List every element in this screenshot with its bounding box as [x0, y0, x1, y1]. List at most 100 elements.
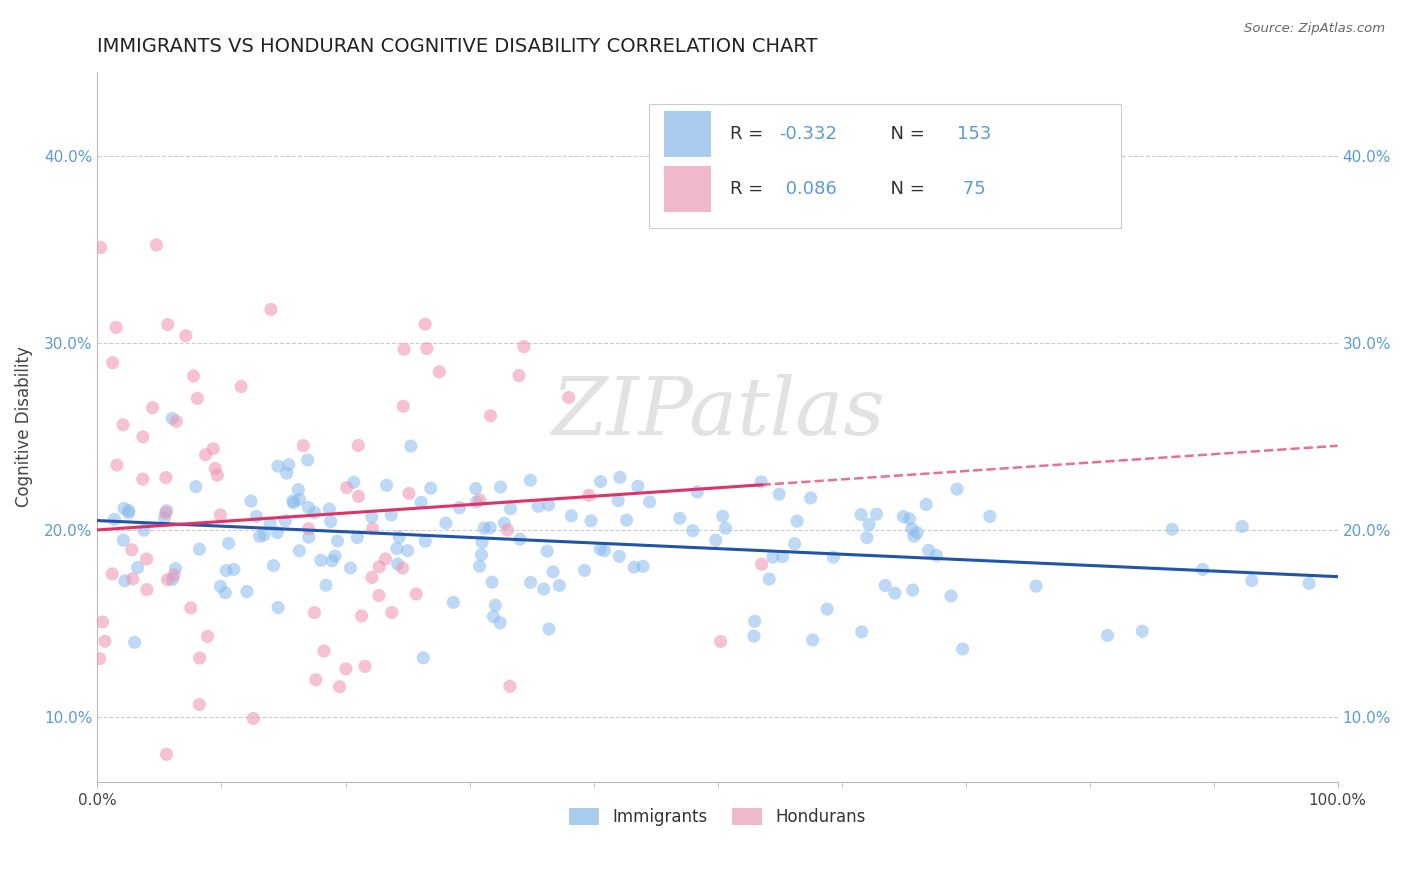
Point	[427, 365, 450, 379]
Point	[202, 442, 225, 456]
Point	[163, 568, 186, 582]
Point	[162, 573, 184, 587]
Point	[135, 582, 157, 597]
Point	[360, 510, 382, 524]
Point	[188, 542, 211, 557]
Point	[368, 589, 391, 603]
Point	[274, 514, 297, 528]
Point	[315, 578, 337, 592]
Point	[242, 711, 264, 725]
Point	[156, 573, 179, 587]
Point	[884, 586, 907, 600]
Point	[903, 529, 925, 543]
Point	[470, 548, 492, 562]
Point	[335, 662, 357, 676]
FancyBboxPatch shape	[664, 166, 711, 212]
Point	[209, 508, 232, 522]
Point	[156, 504, 179, 518]
Point	[946, 482, 969, 496]
Point	[142, 401, 165, 415]
Point	[893, 509, 915, 524]
Text: R =: R =	[730, 180, 769, 198]
Point	[772, 549, 794, 564]
Point	[321, 554, 343, 568]
Point	[388, 530, 411, 544]
Point	[236, 584, 259, 599]
Point	[180, 600, 202, 615]
Point	[434, 516, 457, 530]
Point	[103, 512, 125, 526]
Point	[513, 340, 536, 354]
Point	[339, 561, 361, 575]
Text: 75: 75	[957, 180, 986, 198]
Point	[800, 491, 823, 505]
Point	[281, 493, 304, 508]
Point	[412, 650, 434, 665]
Point	[415, 534, 437, 549]
Point	[465, 495, 488, 509]
Point	[287, 483, 309, 497]
Point	[744, 614, 766, 628]
Point	[574, 563, 596, 577]
Point	[1161, 522, 1184, 536]
Point	[218, 536, 240, 550]
Point	[94, 634, 117, 648]
Point	[607, 493, 630, 508]
Point	[155, 470, 177, 484]
Point	[249, 529, 271, 543]
Point	[1025, 579, 1047, 593]
Point	[385, 541, 408, 556]
Point	[304, 606, 326, 620]
Point	[494, 516, 516, 531]
Point	[519, 473, 541, 487]
Point	[267, 459, 290, 474]
Point	[905, 525, 928, 540]
Point	[155, 506, 177, 520]
Point	[183, 369, 205, 384]
Point	[263, 558, 285, 573]
Point	[297, 500, 319, 515]
Point	[207, 468, 229, 483]
Point	[215, 564, 238, 578]
Point	[917, 543, 939, 558]
Point	[509, 533, 531, 547]
Point	[127, 560, 149, 574]
Point	[593, 543, 616, 558]
Point	[89, 651, 111, 665]
Point	[557, 391, 579, 405]
Point	[392, 399, 415, 413]
Point	[90, 240, 112, 254]
Point	[952, 642, 974, 657]
Point	[329, 680, 352, 694]
Point	[326, 534, 349, 549]
Point	[118, 503, 141, 517]
Point	[1298, 576, 1320, 591]
Point	[350, 608, 373, 623]
Point	[361, 570, 384, 584]
Point	[347, 489, 370, 503]
Point	[823, 550, 845, 565]
Point	[319, 515, 342, 529]
Point	[607, 549, 630, 564]
Text: N =: N =	[879, 125, 931, 144]
Point	[222, 562, 245, 576]
Point	[519, 575, 541, 590]
Point	[392, 343, 415, 357]
Point	[298, 530, 321, 544]
Point	[323, 549, 346, 563]
Point	[292, 439, 315, 453]
Point	[343, 475, 366, 490]
Point	[751, 558, 773, 572]
Point	[114, 574, 136, 588]
Point	[472, 521, 495, 535]
Point	[135, 552, 157, 566]
FancyBboxPatch shape	[664, 112, 711, 157]
Point	[304, 506, 326, 520]
Point	[101, 566, 124, 581]
FancyBboxPatch shape	[650, 103, 1121, 228]
Point	[184, 479, 207, 493]
Point	[267, 600, 290, 615]
Point	[229, 379, 252, 393]
Point	[489, 615, 512, 630]
Point	[214, 585, 236, 599]
